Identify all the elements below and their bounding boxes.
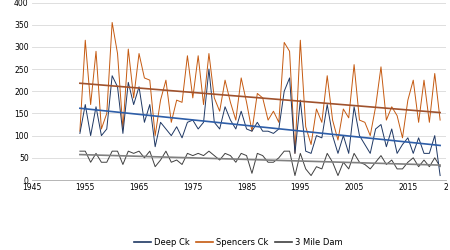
Legend: Deep Ck, Spencers Ck, 3 Mile Dam: Deep Ck, Spencers Ck, 3 Mile Dam <box>130 235 346 250</box>
